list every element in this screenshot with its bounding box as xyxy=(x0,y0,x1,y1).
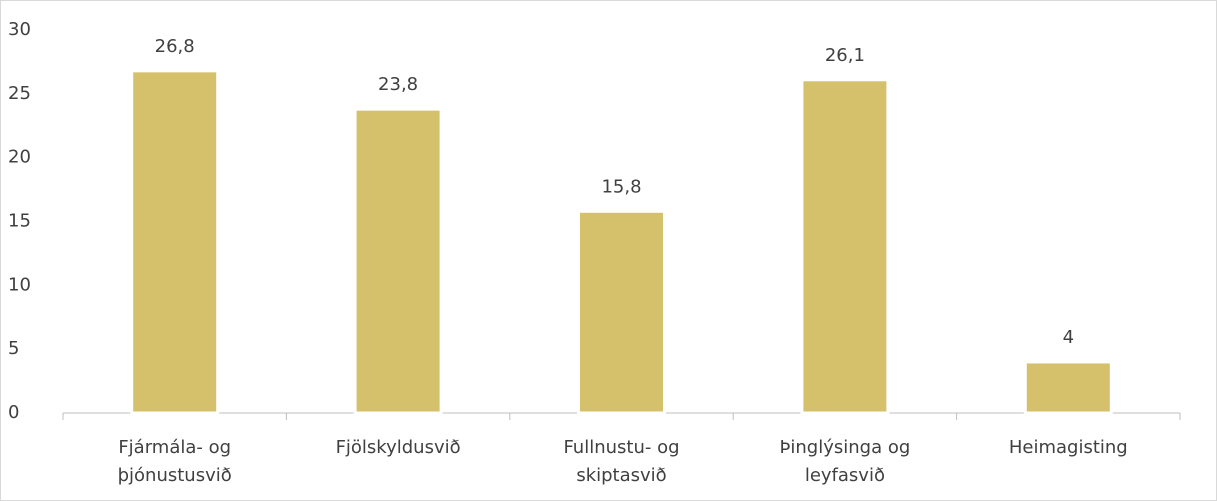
data-label: 26,1 xyxy=(825,45,865,66)
y-tick-label: 10 xyxy=(8,274,31,295)
y-tick-label: 20 xyxy=(8,147,31,168)
bar xyxy=(1023,360,1113,415)
y-tick-label: 30 xyxy=(8,19,31,40)
y-tick-label: 5 xyxy=(8,338,19,359)
x-tick-label: Heimagisting xyxy=(1009,437,1128,458)
y-tick-label: 25 xyxy=(8,83,31,104)
data-label: 26,8 xyxy=(155,36,195,57)
bar xyxy=(800,78,890,415)
x-tick-label: Þinglýsinga og leyfasvið xyxy=(780,437,911,486)
x-tick-label: Fjármála- og þjónustusvið xyxy=(118,437,232,486)
x-tick-label: Fjölskyldusvið xyxy=(336,437,461,458)
bar xyxy=(353,107,443,415)
bar xyxy=(577,209,666,415)
bar xyxy=(130,69,220,415)
data-label: 4 xyxy=(1063,327,1074,348)
data-label: 23,8 xyxy=(378,74,418,95)
x-tick-label: Fullnustu- og skiptasvið xyxy=(563,437,679,486)
y-tick-label: 0 xyxy=(8,402,19,423)
data-label: 15,8 xyxy=(601,176,641,197)
y-tick-label: 15 xyxy=(8,211,31,232)
